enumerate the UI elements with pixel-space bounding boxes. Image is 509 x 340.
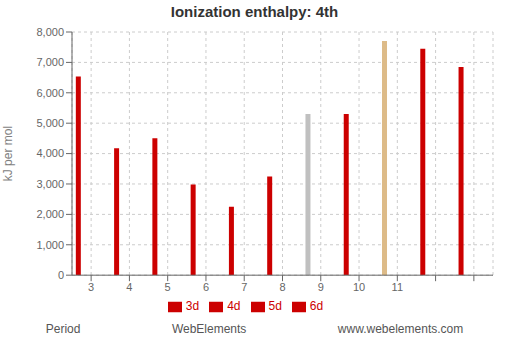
svg-text:3: 3: [88, 281, 94, 293]
svg-text:3,000: 3,000: [36, 178, 64, 190]
svg-text:4: 4: [126, 281, 132, 293]
html-text:4d: 4d: [227, 299, 241, 314]
html-text:6d: 6d: [309, 299, 324, 314]
svg-text:11: 11: [392, 281, 403, 293]
svg-text:5,000: 5,000: [36, 117, 64, 129]
svg-text:kJ per mol: kJ per mol: [8, 126, 15, 181]
svg-text:8,000: 8,000: [36, 26, 64, 38]
svg-text:2,000: 2,000: [36, 208, 64, 220]
html-text:WebElements: WebElements: [171, 322, 247, 336]
svg-text:6: 6: [203, 281, 209, 293]
html-text:Period: Period: [45, 322, 81, 336]
svg-text:10: 10: [353, 281, 365, 293]
html-text:5d: 5d: [268, 299, 282, 314]
svg-text:8: 8: [279, 281, 285, 293]
html-text:www.webelements.com: www.webelements.com: [337, 322, 464, 336]
html-text:Ionization enthalpy: 4th: Ionization enthalpy: 4th: [170, 3, 339, 20]
svg-text:7,000: 7,000: [36, 56, 64, 68]
svg-text:4,000: 4,000: [36, 147, 64, 159]
svg-text:7: 7: [241, 281, 247, 293]
svg-text:1,000: 1,000: [36, 239, 64, 251]
svg-text:5: 5: [165, 281, 171, 293]
svg-text:9: 9: [318, 281, 324, 293]
html-text:3d: 3d: [185, 299, 200, 314]
svg-text:6,000: 6,000: [36, 87, 64, 99]
svg-text:0: 0: [58, 269, 64, 281]
